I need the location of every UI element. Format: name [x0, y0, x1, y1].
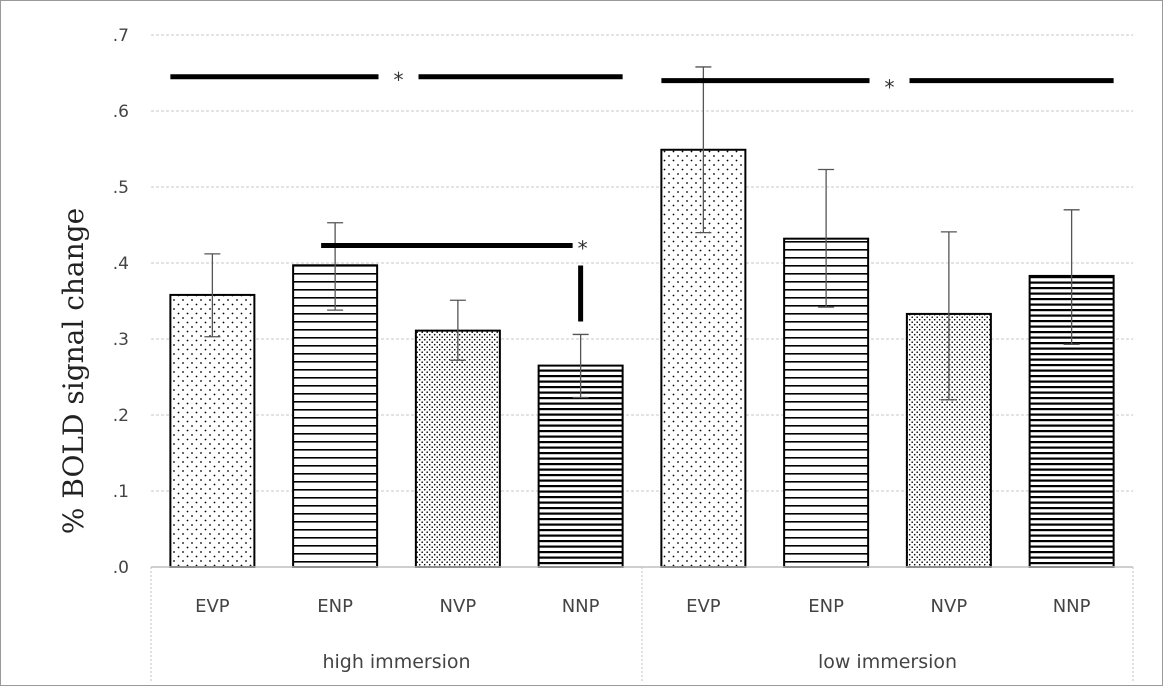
x-category-label: NVP [931, 596, 968, 617]
bar-nvp [414, 329, 501, 569]
y-axis-label: % BOLD signal change [57, 208, 90, 534]
bar-nnp [537, 364, 624, 568]
bar-evp [169, 293, 256, 568]
x-category-label: EVP [195, 596, 230, 617]
error-bar [449, 299, 466, 361]
error-bar [572, 333, 589, 399]
x-category-label: NNP [1053, 596, 1091, 617]
x-category-label: EVP [686, 596, 721, 617]
error-bars [204, 66, 1080, 401]
bar-enp [292, 264, 379, 568]
y-tick-label: .5 [113, 178, 129, 198]
y-tick-label: .4 [113, 254, 129, 274]
y-tick-label: .3 [113, 330, 129, 350]
y-tick-label: .0 [113, 558, 129, 578]
error-bar [940, 231, 957, 401]
bars [169, 148, 1115, 569]
x-axis: EVP ENP NVP NNP EVP ENP NVP NNP high immersion lo… [150, 566, 1134, 683]
error-bar [818, 168, 835, 308]
significance-bracket: * [170, 68, 623, 92]
error-bar [327, 222, 344, 311]
y-axis-ticks: .0 .1 .2 .3 .4 .5 .6 .7 [113, 26, 129, 578]
y-tick-label: .6 [113, 102, 129, 122]
significance-star: * [885, 76, 895, 100]
significance-bracket: * [661, 76, 1114, 100]
x-category-label: ENP [808, 596, 844, 617]
gridlines [151, 34, 1133, 492]
y-tick-label: .1 [113, 482, 129, 502]
x-group-label: high immersion [322, 651, 470, 673]
significance-bracket: * [321, 237, 588, 322]
error-bar [204, 253, 221, 338]
x-category-label: NVP [440, 596, 477, 617]
y-tick-label: .7 [113, 26, 129, 46]
significance-star: * [394, 68, 404, 92]
x-category-label: NNP [562, 596, 600, 617]
x-category-label: ENP [317, 596, 353, 617]
significance-annotations: * * * [170, 68, 1114, 322]
x-group-label: low immersion [818, 651, 957, 673]
error-bar [1063, 209, 1080, 345]
significance-star: * [578, 237, 588, 261]
y-tick-label: .2 [113, 406, 129, 426]
error-bar [695, 66, 712, 234]
